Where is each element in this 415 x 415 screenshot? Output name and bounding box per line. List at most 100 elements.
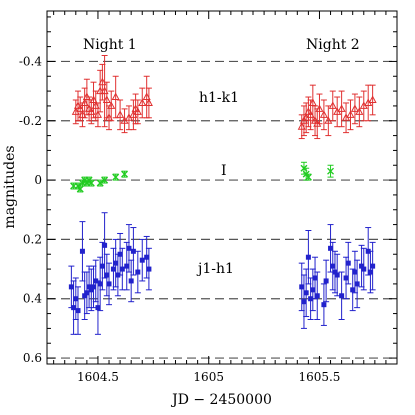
data-point-square xyxy=(310,287,316,293)
data-point-triangle xyxy=(337,104,346,112)
data-point-triangle xyxy=(80,98,89,106)
data-point-triangle xyxy=(350,104,359,112)
data-point-square xyxy=(328,245,334,251)
data-point-square xyxy=(117,251,123,257)
data-point-cross xyxy=(304,173,312,181)
x-axis-label: JD − 2450000 xyxy=(170,392,272,408)
data-point-square xyxy=(79,248,85,254)
data-point-triangle xyxy=(308,98,317,106)
data-point-triangle xyxy=(93,110,102,118)
data-point-square xyxy=(361,266,367,272)
data-point-square xyxy=(82,293,88,299)
data-point-square xyxy=(91,284,97,290)
data-point-triangle xyxy=(116,110,125,118)
data-point-square xyxy=(370,263,376,269)
data-point-triangle xyxy=(306,110,315,118)
data-point-square xyxy=(97,281,103,287)
data-point-cross xyxy=(121,170,129,178)
data-point-square xyxy=(365,248,371,254)
data-point-square xyxy=(75,308,81,314)
h1k1-series-label: h1-k1 xyxy=(199,90,239,106)
data-point-triangle xyxy=(98,77,107,86)
data-point-triangle xyxy=(315,104,324,112)
night1-label: Night 1 xyxy=(83,37,137,53)
data-point-square xyxy=(68,284,74,290)
tick-labels: -0.4 -0.2 0 0.2 0.4 0.6 1604.5 1605 1605.5 xyxy=(19,54,341,384)
data-point-triangle xyxy=(346,110,355,118)
data-point-triangle xyxy=(104,113,114,121)
data-point-square xyxy=(102,242,108,248)
y-tick-label: 0 xyxy=(34,173,42,187)
data-point-square xyxy=(301,299,307,305)
y-tick-label: 0.2 xyxy=(23,232,42,246)
data-point-square xyxy=(106,281,112,287)
data-point-square xyxy=(299,284,305,290)
data-point-square xyxy=(93,278,99,284)
data-point-square xyxy=(130,248,136,254)
data-point-triangle xyxy=(142,92,151,101)
data-point-triangle xyxy=(96,86,105,95)
x-tick-label: 1605 xyxy=(193,370,224,384)
data-point-square xyxy=(104,272,110,278)
data-point-triangle xyxy=(89,95,98,103)
data-point-square xyxy=(352,269,358,275)
data-point-square xyxy=(314,293,320,299)
x-tick-label: 1605.5 xyxy=(298,370,340,384)
data-point-square xyxy=(71,305,77,311)
data-point-square xyxy=(99,263,105,269)
y-axis-label: magnitudes xyxy=(2,145,18,228)
data-point-square xyxy=(345,260,351,266)
night2-label: Night 2 xyxy=(306,37,360,53)
data-point-square xyxy=(323,278,329,284)
data-point-triangle xyxy=(319,110,328,118)
data-point-square xyxy=(124,263,130,269)
data-point-square xyxy=(139,257,145,263)
y-tick-label: 0.4 xyxy=(23,292,42,306)
x-tick-label: 1604.5 xyxy=(77,370,119,384)
data-point-square xyxy=(308,296,314,302)
data-point-triangle xyxy=(131,104,140,112)
data-point-triangle xyxy=(76,104,85,112)
data-point-triangle xyxy=(78,110,87,118)
data-point-triangle xyxy=(133,107,142,115)
data-point-triangle xyxy=(297,122,306,130)
data-point-square xyxy=(88,287,94,293)
data-point-square xyxy=(343,275,349,281)
data-point-square xyxy=(350,287,356,293)
plot-frame xyxy=(46,10,398,365)
data-point-square xyxy=(84,290,90,296)
data-point-cross xyxy=(327,167,335,175)
data-point-square xyxy=(339,293,345,299)
data-point-triangle xyxy=(102,95,111,103)
data-point-triangle xyxy=(87,107,96,115)
data-point-triangle xyxy=(144,98,153,106)
data-point-square xyxy=(119,266,125,272)
data-point-square xyxy=(73,296,79,302)
data-point-triangle xyxy=(304,107,313,115)
data-point-square xyxy=(303,290,309,296)
data-point-square xyxy=(126,245,132,251)
data-point-square xyxy=(312,275,318,281)
i-band-series-label: I xyxy=(221,163,227,179)
data-point-square xyxy=(95,305,101,311)
data-point-square xyxy=(128,278,134,284)
data-point-triangle xyxy=(100,86,109,95)
data-markers xyxy=(68,77,377,314)
j1h1-series-label: j1-h1 xyxy=(196,261,234,277)
data-point-triangle xyxy=(313,119,322,127)
data-point-square xyxy=(332,269,338,275)
data-point-triangle xyxy=(73,101,83,109)
data-point-square xyxy=(135,269,141,275)
data-point-triangle xyxy=(368,95,377,103)
data-point-cross xyxy=(300,164,308,172)
data-point-square xyxy=(86,284,92,290)
data-point-triangle xyxy=(85,104,94,112)
data-point-triangle xyxy=(111,92,120,101)
y-tick-label: 0.6 xyxy=(23,351,42,365)
data-point-cross xyxy=(76,185,84,193)
data-point-cross xyxy=(112,173,120,181)
y-tick-label: -0.2 xyxy=(19,114,42,128)
data-point-triangle xyxy=(328,101,337,109)
axis-ticks xyxy=(47,11,398,364)
data-point-cross xyxy=(101,176,109,184)
